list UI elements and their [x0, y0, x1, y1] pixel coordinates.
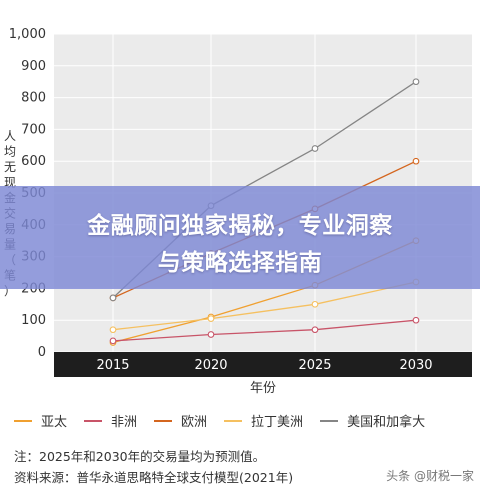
- data-point: [207, 331, 215, 338]
- legend-swatch: [84, 419, 103, 422]
- data-point: [311, 326, 319, 334]
- watermark-text: 头条 @财税一家: [386, 469, 474, 483]
- legend-swatch: [14, 419, 32, 422]
- y-tick-label: 100: [21, 313, 46, 328]
- legend-swatch: [154, 419, 173, 422]
- legend-label: 亚太: [41, 415, 68, 430]
- data-point: [207, 315, 215, 322]
- legend-item: 拉丁美洲: [224, 411, 303, 430]
- legend-swatch: [224, 419, 243, 422]
- data-point: [412, 316, 420, 324]
- x-axis-title: 年份: [250, 381, 276, 396]
- legend-item: 非洲: [84, 411, 137, 430]
- data-point: [412, 157, 420, 165]
- source-note: 资料来源：普华永道思略特全球支付模型(2021年): [14, 470, 294, 485]
- y-axis-title-char: 均: [4, 145, 16, 159]
- legend-label: 美国和加拿大: [347, 415, 426, 430]
- legend-item: 欧洲: [154, 411, 207, 430]
- series-line: [112, 319, 417, 342]
- x-tick-label: 2020: [194, 358, 227, 373]
- y-axis-title-char: 无: [4, 160, 16, 174]
- data-point: [311, 145, 319, 152]
- legend-item: 亚太: [14, 411, 67, 430]
- y-tick-label: 600: [21, 154, 46, 169]
- legend-label: 欧洲: [181, 415, 208, 430]
- y-axis-title-char: 人: [4, 129, 16, 143]
- data-point: [412, 78, 420, 86]
- x-tick-label: 2015: [96, 358, 129, 373]
- y-tick-label: 900: [21, 59, 46, 74]
- x-axis-band: [54, 352, 472, 377]
- legend-item: 美国和加拿大: [320, 411, 425, 430]
- legend-label: 非洲: [111, 415, 138, 430]
- x-tick-label: 2025: [298, 358, 331, 373]
- banner-title-line-1: 金融顾问独家揭秘，专业洞察: [87, 213, 393, 239]
- y-tick-label: 700: [21, 122, 46, 137]
- x-tick-label: 2030: [399, 358, 432, 373]
- y-tick-label: 0: [38, 345, 46, 360]
- title-banner: 金融顾问独家揭秘，专业洞察 与策略选择指南: [0, 186, 480, 289]
- footnote: 注：2025年和2030年的交易量均为预测值。: [14, 449, 266, 464]
- data-point: [109, 337, 117, 345]
- data-point: [109, 326, 117, 334]
- y-tick-label: 800: [21, 91, 46, 106]
- series-line: [112, 281, 417, 331]
- data-point: [311, 300, 319, 308]
- legend-label: 拉丁美洲: [251, 415, 304, 430]
- data-point: [109, 294, 117, 302]
- y-tick-label: 1,000: [9, 27, 46, 42]
- series-2: [109, 316, 420, 345]
- banner-title-line-2: 与策略选择指南: [157, 250, 323, 276]
- x-tick-labels: 2015 2020 2025 2030: [96, 358, 432, 373]
- legend-swatch: [320, 419, 339, 422]
- legend: 亚太 非洲 欧洲 拉丁美洲 美国和加拿大: [14, 411, 442, 430]
